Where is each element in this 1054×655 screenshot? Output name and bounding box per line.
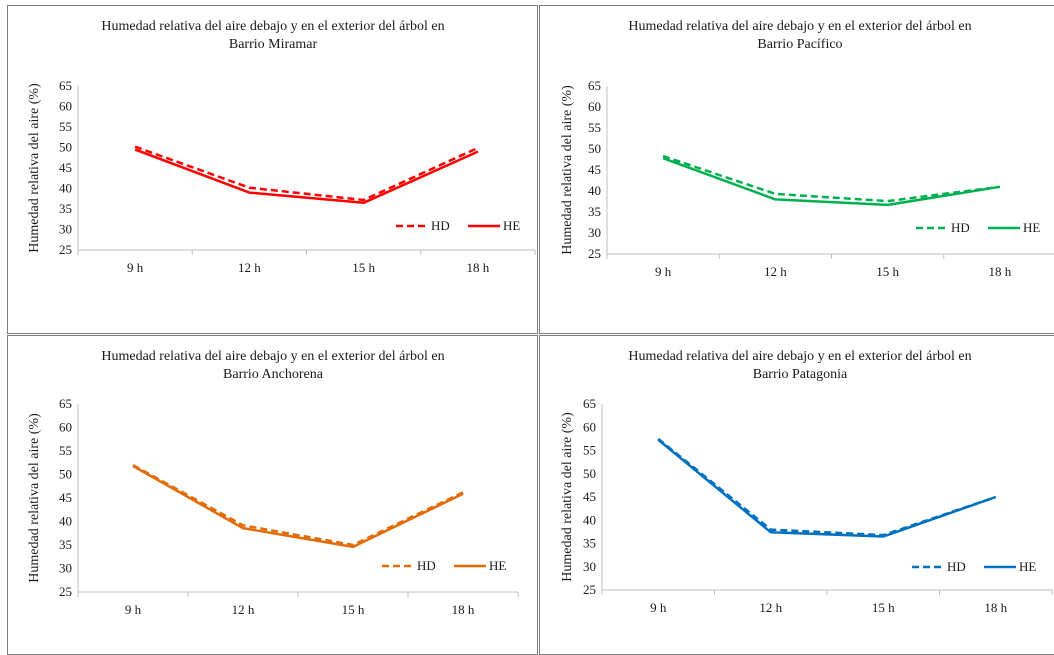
- chart-panel-pacifico: Humedad relativa del aire debajo y en el…: [539, 5, 1054, 334]
- chart-title: Humedad relativa del aire debajo y en el…: [48, 18, 498, 54]
- chart-title-line2: Barrio Pacífico: [757, 37, 843, 52]
- chart-panel-miramar: Humedad relativa del aire debajo y en el…: [7, 5, 538, 334]
- y-tick-label: 45: [59, 490, 72, 505]
- chart-title-line1: Humedad relativa del aire debajo y en el…: [628, 349, 972, 364]
- chart-title-line1: Humedad relativa del aire debajo y en el…: [101, 349, 445, 364]
- x-tick-label: 18 h: [452, 602, 475, 617]
- y-tick-label: 30: [588, 225, 601, 240]
- line-chart-anchorena: 25 30 35 40 45 50 55 60 65 9 h 12 h 15 h 18 h Humedad…: [27, 396, 519, 617]
- y-axis-label: Humedad relativa del aire (%): [27, 413, 42, 583]
- x-tick-label: 12 h: [238, 260, 261, 275]
- line-chart-patagonia: 25 30 35 40 45 50 55 60 65 9 h 12 h 15 h 18 h Humedad…: [560, 396, 1053, 615]
- y-tick-label: 25: [59, 584, 72, 599]
- y-tick-label: 65: [59, 78, 72, 93]
- y-tick-label: 35: [588, 204, 601, 219]
- y-tick-label: 55: [588, 120, 601, 135]
- y-tick-label: 25: [583, 582, 596, 597]
- y-tick-label: 65: [583, 396, 596, 411]
- y-tick-label: 30: [59, 222, 72, 237]
- chart-panel-anchorena: Humedad relativa del aire debajo y en el…: [7, 335, 538, 655]
- y-tick-label: 30: [583, 559, 596, 574]
- x-tick-label: 15 h: [342, 602, 365, 617]
- legend-label-he: HE: [1019, 559, 1036, 574]
- line-chart-miramar: 25 30 35 40 45 50 55 60 65 9 h 12 h 15 h 18 h Humedad…: [27, 78, 536, 275]
- y-axis-label: Humedad relativa del aire (%): [27, 83, 42, 253]
- y-tick-label: 45: [59, 160, 72, 175]
- x-tick-label: 18 h: [984, 600, 1007, 615]
- y-tick-label: 40: [59, 181, 72, 196]
- x-tick-label: 18 h: [467, 260, 490, 275]
- chart-title: Humedad relativa del aire debajo y en el…: [48, 348, 498, 384]
- series-line-hd: [657, 437, 997, 537]
- x-tick-label: 12 h: [764, 264, 787, 279]
- y-tick-label: 60: [59, 420, 72, 435]
- series-line-hd: [662, 154, 1001, 203]
- chart-panel-patagonia: Humedad relativa del aire debajo y en el…: [539, 335, 1054, 655]
- series-line-he: [132, 464, 464, 549]
- chart-title-line2: Barrio Patagonia: [752, 367, 848, 382]
- y-tick-label: 35: [59, 537, 72, 552]
- x-tick-label: 9 h: [655, 264, 672, 279]
- y-tick-label: 40: [588, 183, 601, 198]
- chart-title-line2: Barrio Anchorena: [223, 367, 323, 382]
- y-tick-label: 50: [59, 140, 72, 155]
- x-tick-label: 18 h: [989, 264, 1012, 279]
- y-tick-label: 30: [59, 561, 72, 576]
- line-chart-pacifico: 25 30 35 40 45 50 55 60 65 9 h 12 h 15 h 18 h Humedad…: [560, 78, 1054, 279]
- y-tick-label: 40: [583, 512, 596, 527]
- y-tick-label: 35: [59, 201, 72, 216]
- y-tick-label: 55: [59, 119, 72, 134]
- y-tick-label: 65: [59, 396, 72, 411]
- y-tick-label: 60: [588, 99, 601, 114]
- series-line-he: [657, 438, 997, 538]
- y-tick-label: 35: [583, 536, 596, 551]
- y-tick-label: 45: [588, 162, 601, 177]
- y-tick-label: 45: [583, 489, 596, 504]
- chart-title: Humedad relativa del aire debajo y en el…: [580, 348, 1020, 384]
- series-line-hd: [134, 145, 479, 202]
- x-tick-label: 12 h: [759, 600, 782, 615]
- y-tick-label: 40: [59, 514, 72, 529]
- x-tick-label: 15 h: [872, 600, 895, 615]
- legend-label-hd: HD: [431, 218, 450, 233]
- y-tick-label: 60: [583, 419, 596, 434]
- legend-label-hd: HD: [417, 558, 436, 573]
- y-tick-label: 55: [583, 443, 596, 458]
- y-tick-label: 25: [59, 242, 72, 257]
- y-tick-label: 55: [59, 443, 72, 458]
- legend-label-he: HE: [489, 558, 506, 573]
- x-tick-label: 9 h: [127, 260, 144, 275]
- legend-label-he: HE: [1023, 220, 1040, 235]
- y-tick-label: 50: [588, 141, 601, 156]
- series-line-hd: [132, 464, 464, 547]
- x-tick-label: 15 h: [876, 264, 899, 279]
- x-tick-label: 9 h: [125, 602, 142, 617]
- legend-label-hd: HD: [947, 559, 966, 574]
- y-axis-label: Humedad relativa del aire (%): [560, 85, 575, 255]
- chart-title: Humedad relativa del aire debajo y en el…: [580, 18, 1020, 54]
- series-line-he: [134, 148, 479, 205]
- y-tick-label: 50: [59, 467, 72, 482]
- series-line-he: [662, 157, 1001, 207]
- chart-title-line2: Barrio Miramar: [228, 37, 318, 52]
- y-tick-label: 25: [588, 246, 601, 261]
- chart-title-line1: Humedad relativa del aire debajo y en el…: [628, 19, 972, 34]
- x-tick-label: 12 h: [232, 602, 255, 617]
- y-tick-label: 50: [583, 466, 596, 481]
- y-tick-label: 60: [59, 99, 72, 114]
- chart-title-line1: Humedad relativa del aire debajo y en el…: [101, 19, 445, 34]
- legend-label-hd: HD: [951, 220, 970, 235]
- y-axis-label: Humedad relativa del aire (%): [560, 412, 575, 582]
- x-tick-label: 15 h: [352, 260, 375, 275]
- y-tick-label: 65: [588, 78, 601, 93]
- x-tick-label: 9 h: [650, 600, 667, 615]
- legend-label-he: HE: [503, 218, 520, 233]
